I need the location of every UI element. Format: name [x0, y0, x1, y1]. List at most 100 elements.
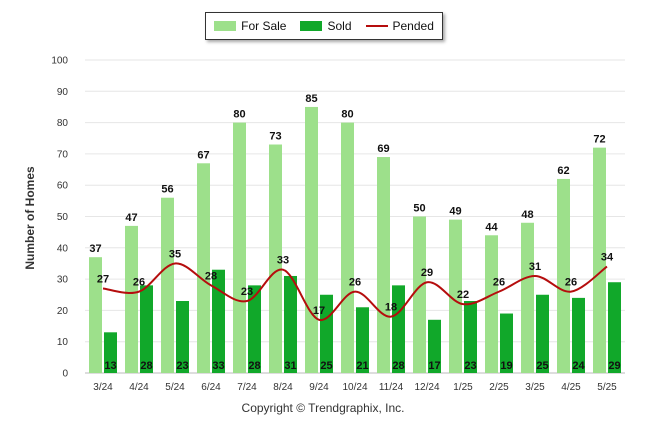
- data-label-pended: 23: [241, 286, 253, 298]
- data-label-sold: 23: [464, 360, 476, 372]
- legend-label-sold: Sold: [327, 19, 352, 33]
- bar-for-sale: [341, 122, 354, 373]
- data-label-pended: 17: [313, 305, 325, 317]
- bar-sold: [176, 301, 189, 373]
- data-label-for-sale: 56: [161, 184, 173, 196]
- data-label-for-sale: 48: [521, 209, 533, 221]
- y-tick-label: 40: [57, 243, 69, 254]
- data-label-sold: 24: [572, 360, 585, 372]
- bar-for-sale: [269, 144, 282, 373]
- data-label-for-sale: 50: [413, 203, 425, 215]
- y-tick-label: 10: [57, 337, 69, 348]
- y-tick-label: 0: [62, 369, 68, 380]
- legend-swatch-sold: [300, 21, 323, 31]
- copyright-credit: Copyright © Trendgraphix, Inc.: [241, 401, 405, 415]
- legend: For Sale Sold Pended: [205, 12, 443, 40]
- x-tick-label: 7/24: [237, 382, 257, 393]
- x-tick-label: 3/25: [525, 382, 545, 393]
- data-label-sold: 33: [212, 360, 224, 372]
- bar-for-sale: [377, 157, 390, 373]
- data-label-for-sale: 47: [125, 212, 137, 224]
- data-label-sold: 28: [248, 360, 260, 372]
- x-tick-label: 5/25: [597, 382, 617, 393]
- x-tick-label: 10/24: [342, 382, 367, 393]
- data-label-pended: 18: [385, 302, 397, 314]
- data-label-for-sale: 80: [233, 109, 245, 121]
- x-tick-label: 2/25: [489, 382, 509, 393]
- data-label-sold: 19: [500, 360, 512, 372]
- y-tick-label: 100: [51, 56, 68, 67]
- x-tick-label: 5/24: [165, 382, 185, 393]
- bar-for-sale: [89, 257, 102, 373]
- y-tick-label: 60: [57, 181, 69, 192]
- legend-item-sold: Sold: [300, 19, 352, 33]
- data-label-pended: 22: [457, 289, 469, 301]
- bar-sold: [608, 282, 621, 373]
- data-label-sold: 17: [428, 360, 440, 372]
- data-label-pended: 26: [133, 277, 145, 289]
- legend-swatch-for-sale: [214, 21, 237, 31]
- bar-sold: [392, 285, 405, 373]
- bar-sold: [572, 297, 585, 373]
- data-label-for-sale: 72: [593, 134, 605, 146]
- legend-label-pended: Pended: [392, 19, 434, 33]
- data-label-sold: 28: [392, 360, 404, 372]
- bar-for-sale: [233, 122, 246, 373]
- x-tick-label: 12/24: [414, 382, 439, 393]
- y-tick-label: 20: [57, 306, 69, 317]
- y-tick-label: 50: [57, 212, 69, 223]
- data-label-pended: 26: [565, 277, 577, 289]
- bar-for-sale: [305, 106, 318, 373]
- bar-for-sale: [197, 163, 210, 373]
- data-label-pended: 29: [421, 267, 433, 279]
- bar-for-sale: [449, 219, 462, 373]
- x-tick-label: 6/24: [201, 382, 221, 393]
- data-label-pended: 27: [97, 273, 109, 285]
- bar-sold: [140, 285, 153, 373]
- bar-sold: [500, 313, 513, 373]
- bar-sold: [248, 285, 261, 373]
- data-label-sold: 23: [176, 360, 188, 372]
- y-tick-label: 30: [57, 275, 69, 286]
- data-label-for-sale: 85: [305, 93, 317, 105]
- x-tick-label: 9/24: [309, 382, 329, 393]
- data-label-sold: 31: [284, 360, 296, 372]
- bar-for-sale: [521, 222, 534, 373]
- data-label-sold: 21: [356, 360, 368, 372]
- x-tick-label: 4/25: [561, 382, 581, 393]
- x-tick-label: 1/25: [453, 382, 473, 393]
- y-tick-label: 90: [57, 87, 69, 98]
- data-label-for-sale: 80: [341, 109, 353, 121]
- bar-sold: [464, 301, 477, 373]
- data-label-pended: 35: [169, 248, 181, 260]
- data-label-for-sale: 49: [449, 206, 461, 218]
- bar-for-sale: [593, 147, 606, 373]
- bar-sold: [212, 269, 225, 373]
- bar-for-sale: [413, 216, 426, 373]
- data-label-sold: 13: [104, 360, 116, 372]
- series-line-pended: [102, 262, 608, 321]
- legend-label-for-sale: For Sale: [241, 19, 287, 33]
- y-tick-label: 70: [57, 149, 69, 160]
- bar-sold: [284, 275, 297, 373]
- bar-sold: [428, 319, 441, 373]
- data-label-pended: 26: [349, 277, 361, 289]
- bar-for-sale: [125, 225, 138, 373]
- bar-for-sale: [557, 178, 570, 373]
- data-label-sold: 29: [608, 360, 620, 372]
- y-axis-label: Number of Homes: [23, 166, 37, 270]
- bar-sold: [104, 332, 117, 373]
- x-tick-label: 3/24: [93, 382, 113, 393]
- data-label-sold: 25: [320, 360, 332, 372]
- x-tick-label: 8/24: [273, 382, 293, 393]
- bar-for-sale: [161, 197, 174, 373]
- legend-swatch-pended: [365, 25, 388, 27]
- x-tick-label: 11/24: [379, 382, 404, 393]
- data-label-for-sale: 62: [557, 165, 569, 177]
- data-label-sold: 25: [536, 360, 548, 372]
- data-label-pended: 26: [493, 277, 505, 289]
- data-label-for-sale: 69: [377, 143, 389, 155]
- data-label-for-sale: 73: [269, 131, 281, 143]
